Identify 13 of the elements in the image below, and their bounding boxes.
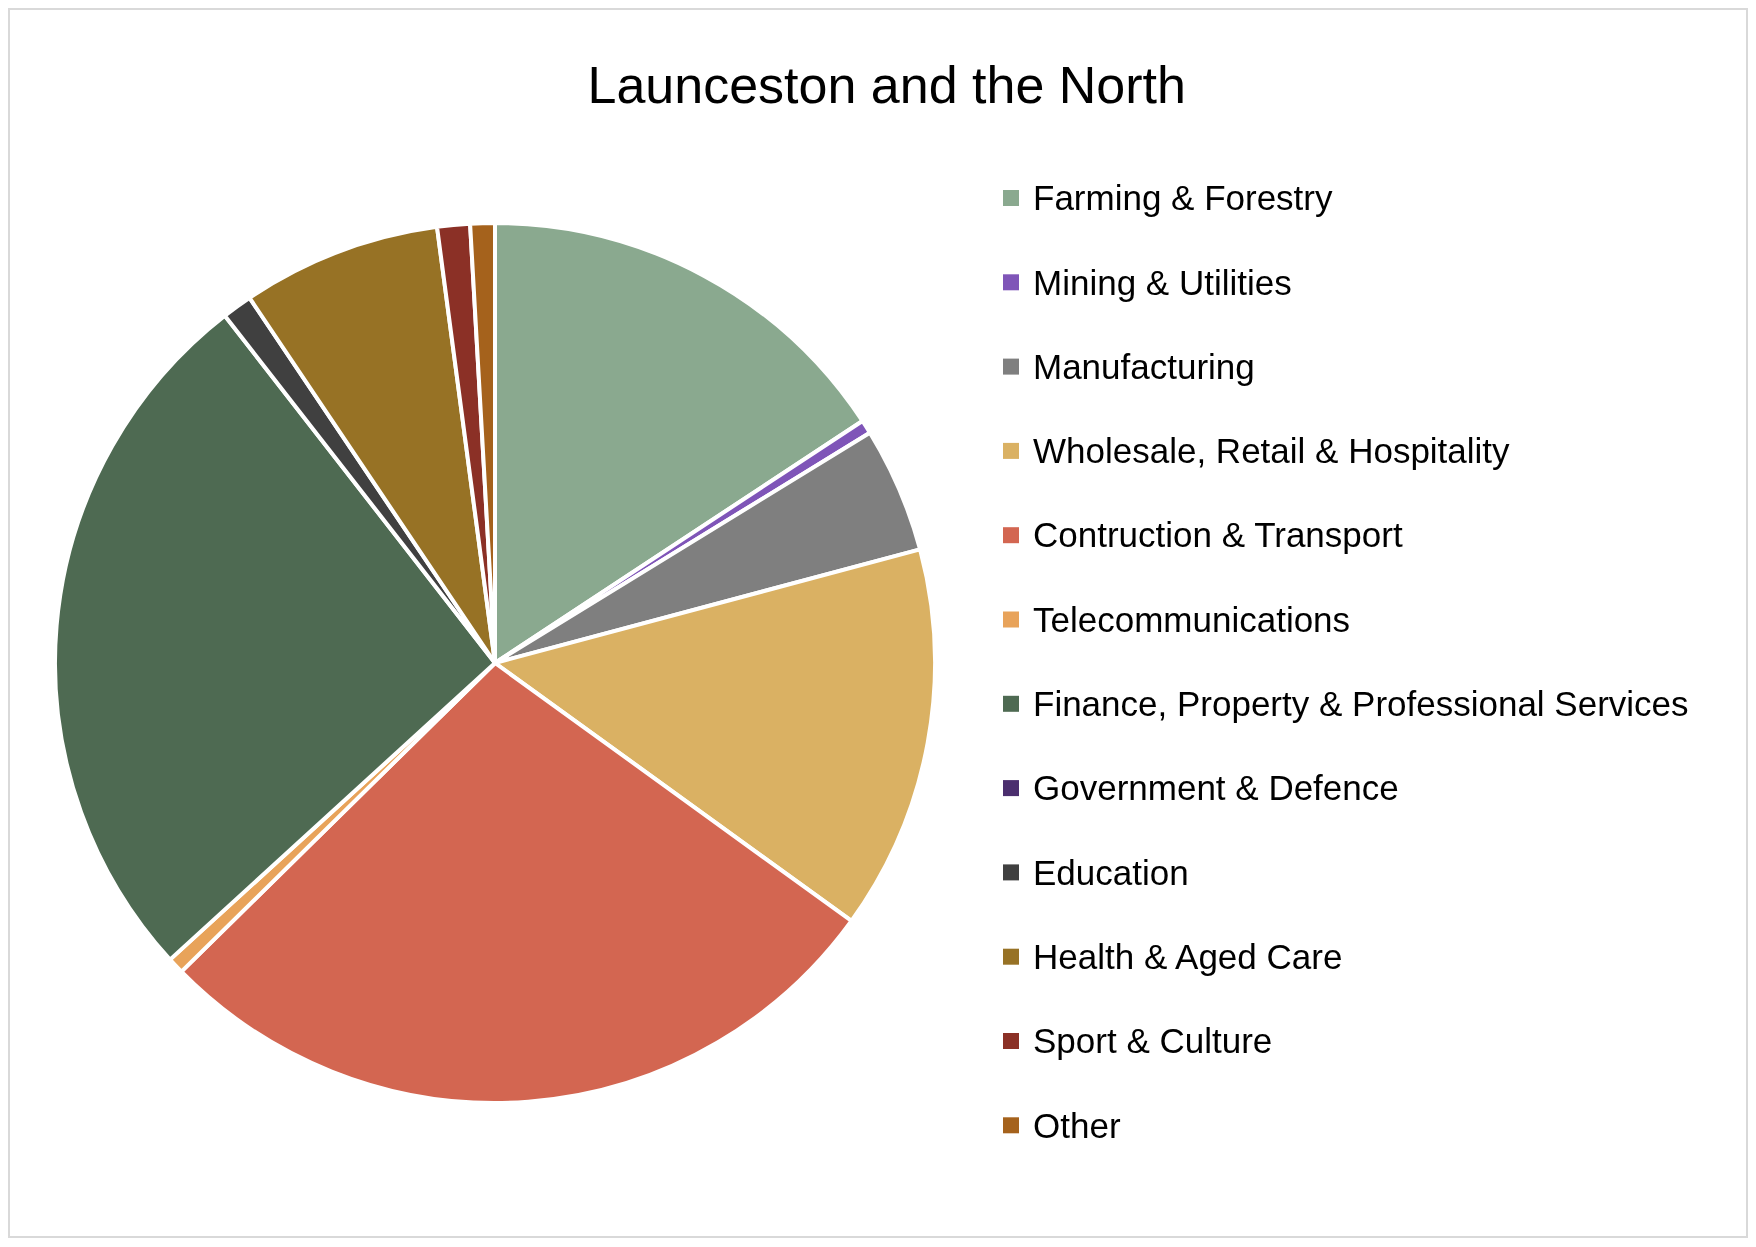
legend-label: Telecommunications xyxy=(1033,599,1351,639)
legend-label: Farming & Forestry xyxy=(1033,178,1333,218)
legend-label: Education xyxy=(1033,852,1189,892)
chart-title: Launceston and the North xyxy=(587,56,1186,114)
legend-label: Health & Aged Care xyxy=(1033,936,1343,976)
legend-label: Wholesale, Retail & Hospitality xyxy=(1033,431,1511,471)
legend-label: Government & Defence xyxy=(1033,768,1399,808)
legend-label: Sport & Culture xyxy=(1033,1021,1273,1061)
legend-label: Finance, Property & Professional Services xyxy=(1033,684,1689,724)
legend-label: Mining & Utilities xyxy=(1033,262,1292,302)
legend-label: Manufacturing xyxy=(1033,346,1255,386)
legend-label: Other xyxy=(1033,1105,1121,1145)
legend-label: Contruction & Transport xyxy=(1033,515,1403,555)
